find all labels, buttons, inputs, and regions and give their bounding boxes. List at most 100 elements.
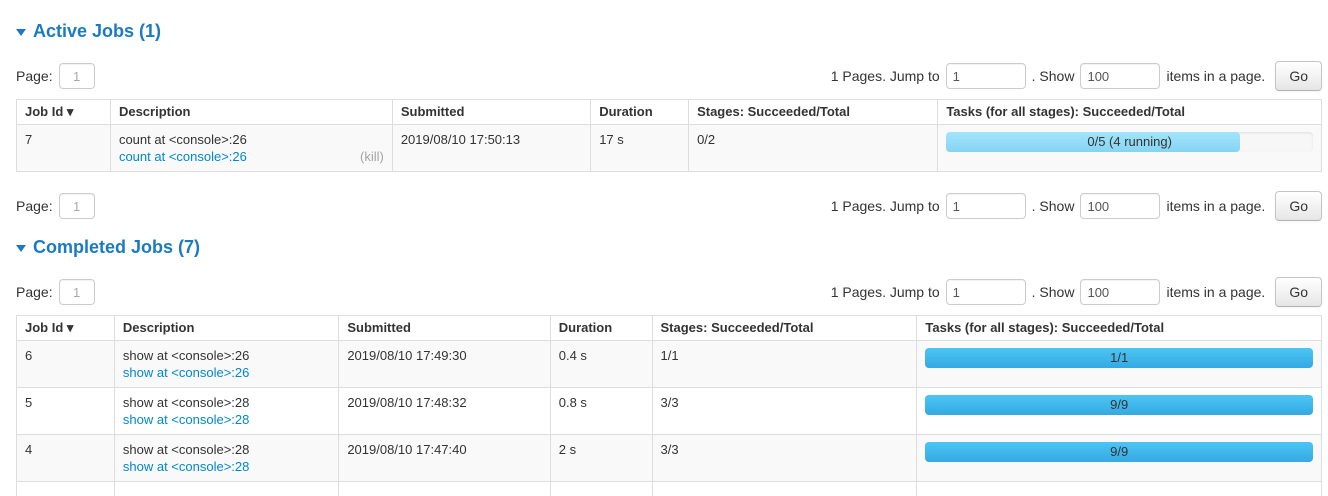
pages-jump-label: 1 Pages. Jump to: [830, 198, 940, 214]
job-id-cell: 6: [16, 340, 115, 388]
progress-label: 1/1: [1110, 350, 1129, 365]
jump-to-page-input[interactable]: [945, 63, 1026, 89]
table-row: 4 show at <console>:28 show at <console>…: [16, 434, 1322, 482]
table-row: 5 show at <console>:28 show at <console>…: [16, 387, 1322, 435]
header-stages[interactable]: Stages: Succeeded/Total: [651, 315, 918, 341]
tasks-cell: 1/1: [916, 340, 1322, 388]
progress-fill-completed: [925, 442, 1313, 462]
tasks-cell: 9/9: [916, 387, 1322, 435]
description-link[interactable]: show at <console>:26: [122, 365, 250, 380]
active-pagination-top: Page: 1 Pages. Jump to . Show items in a…: [16, 61, 1322, 91]
header-description[interactable]: Description: [109, 99, 393, 125]
progress-label: 0/5 (4 running): [1087, 134, 1172, 149]
duration-cell: 2 s: [549, 434, 653, 482]
header-description[interactable]: Description: [113, 315, 340, 341]
submitted-cell: 2019/08/10 17:48:32: [338, 387, 551, 435]
active-table-header-row: Job Id ▾ Description Submitted Duration …: [16, 99, 1322, 125]
active-pagination-bottom: Page: 1 Pages. Jump to . Show items in a…: [16, 191, 1322, 221]
header-duration[interactable]: Duration: [590, 99, 690, 125]
pages-jump-label: 1 Pages. Jump to: [830, 284, 940, 300]
description-text: show at <console>:28: [122, 395, 250, 410]
jobs-page: Active Jobs (1) Page: 1 Pages. Jump to .…: [16, 21, 1322, 496]
header-tasks[interactable]: Tasks (for all stages): Succeeded/Total: [937, 99, 1322, 125]
description-text: show at <console>:28: [122, 442, 250, 457]
page-number-input[interactable]: [58, 63, 95, 89]
progress-label: 9/9: [1110, 444, 1129, 459]
page-label: Page:: [16, 68, 53, 84]
header-job-id[interactable]: Job Id ▾: [16, 99, 111, 125]
stages-cell: 0/2: [688, 124, 939, 172]
progress-fill-completed: [925, 395, 1313, 415]
duration-cell: 0.4 s: [549, 340, 653, 388]
completed-table-header-row: Job Id ▾ Description Submitted Duration …: [16, 315, 1322, 341]
header-duration[interactable]: Duration: [549, 315, 653, 341]
description-link[interactable]: count at <console>:26: [118, 149, 247, 164]
kill-link[interactable]: (kill): [360, 149, 384, 164]
header-tasks[interactable]: Tasks (for all stages): Succeeded/Total: [916, 315, 1322, 341]
table-row: 7 count at <console>:26 count at <consol…: [16, 124, 1322, 172]
duration-cell: 17 s: [590, 124, 690, 172]
tasks-progress-bar: 1/1: [925, 348, 1313, 368]
page-number-input[interactable]: [58, 279, 95, 305]
description-text: show at <console>:26: [122, 348, 250, 363]
items-in-page-label: items in a page.: [1166, 68, 1266, 84]
completed-pagination-top: Page: 1 Pages. Jump to . Show items in a…: [16, 277, 1322, 307]
tasks-cell: 9/9: [916, 434, 1322, 482]
description-link[interactable]: show at <console>:28: [122, 412, 250, 427]
description-cell: show at <console>:28 show at <console>:2…: [113, 434, 340, 482]
table-row-clipped: [16, 481, 1322, 496]
active-jobs-title: Active Jobs (1): [33, 21, 162, 41]
description-cell: show at <console>:26 show at <console>:2…: [113, 340, 340, 388]
header-submitted[interactable]: Submitted: [391, 99, 592, 125]
collapse-arrow-icon[interactable]: [16, 245, 26, 252]
go-button[interactable]: Go: [1275, 191, 1322, 221]
jump-to-page-input[interactable]: [945, 193, 1026, 219]
items-per-page-input[interactable]: [1080, 279, 1161, 305]
items-per-page-input[interactable]: [1080, 193, 1161, 219]
progress-fill-running: [946, 132, 1240, 152]
collapse-arrow-icon[interactable]: [16, 29, 26, 36]
description-text: count at <console>:26: [118, 132, 247, 147]
header-submitted[interactable]: Submitted: [338, 315, 551, 341]
page-label: Page:: [16, 198, 53, 214]
duration-cell: 0.8 s: [549, 387, 653, 435]
active-jobs-table: Job Id ▾ Description Submitted Duration …: [16, 99, 1322, 172]
description-cell: count at <console>:26 count at <console>…: [109, 124, 393, 172]
jump-to-page-input[interactable]: [945, 279, 1026, 305]
items-in-page-label: items in a page.: [1166, 284, 1266, 300]
progress-fill-completed: [925, 348, 1313, 368]
completed-jobs-title: Completed Jobs (7): [33, 237, 201, 257]
tasks-cell: 0/5 (4 running): [937, 124, 1322, 172]
items-in-page-label: items in a page.: [1166, 198, 1266, 214]
tasks-progress-bar: 9/9: [925, 395, 1313, 415]
description-link[interactable]: show at <console>:28: [122, 459, 250, 474]
go-button[interactable]: Go: [1275, 277, 1322, 307]
job-id-cell: 5: [16, 387, 115, 435]
job-id-cell: 4: [16, 434, 115, 482]
completed-jobs-table: Job Id ▾ Description Submitted Duration …: [16, 315, 1322, 496]
submitted-cell: 2019/08/10 17:47:40: [338, 434, 551, 482]
page-label: Page:: [16, 284, 53, 300]
stages-cell: 3/3: [651, 387, 918, 435]
job-id-cell: 7: [16, 124, 111, 172]
tasks-progress-bar: 0/5 (4 running): [946, 132, 1313, 152]
submitted-cell: 2019/08/10 17:50:13: [391, 124, 592, 172]
stages-cell: 1/1: [651, 340, 918, 388]
stages-cell: 3/3: [651, 434, 918, 482]
show-label: . Show: [1031, 284, 1075, 300]
show-label: . Show: [1031, 68, 1075, 84]
active-jobs-section-header[interactable]: Active Jobs (1): [16, 21, 1322, 42]
progress-label: 9/9: [1110, 397, 1129, 412]
pages-jump-label: 1 Pages. Jump to: [830, 68, 940, 84]
header-stages[interactable]: Stages: Succeeded/Total: [688, 99, 939, 125]
page-number-input[interactable]: [58, 193, 95, 219]
completed-jobs-section-header[interactable]: Completed Jobs (7): [16, 237, 1322, 258]
description-cell: show at <console>:28 show at <console>:2…: [113, 387, 340, 435]
show-label: . Show: [1031, 198, 1075, 214]
items-per-page-input[interactable]: [1080, 63, 1161, 89]
header-job-id[interactable]: Job Id ▾: [16, 315, 115, 341]
tasks-progress-bar: 9/9: [925, 442, 1313, 462]
submitted-cell: 2019/08/10 17:49:30: [338, 340, 551, 388]
go-button[interactable]: Go: [1275, 61, 1322, 91]
table-row: 6 show at <console>:26 show at <console>…: [16, 340, 1322, 388]
